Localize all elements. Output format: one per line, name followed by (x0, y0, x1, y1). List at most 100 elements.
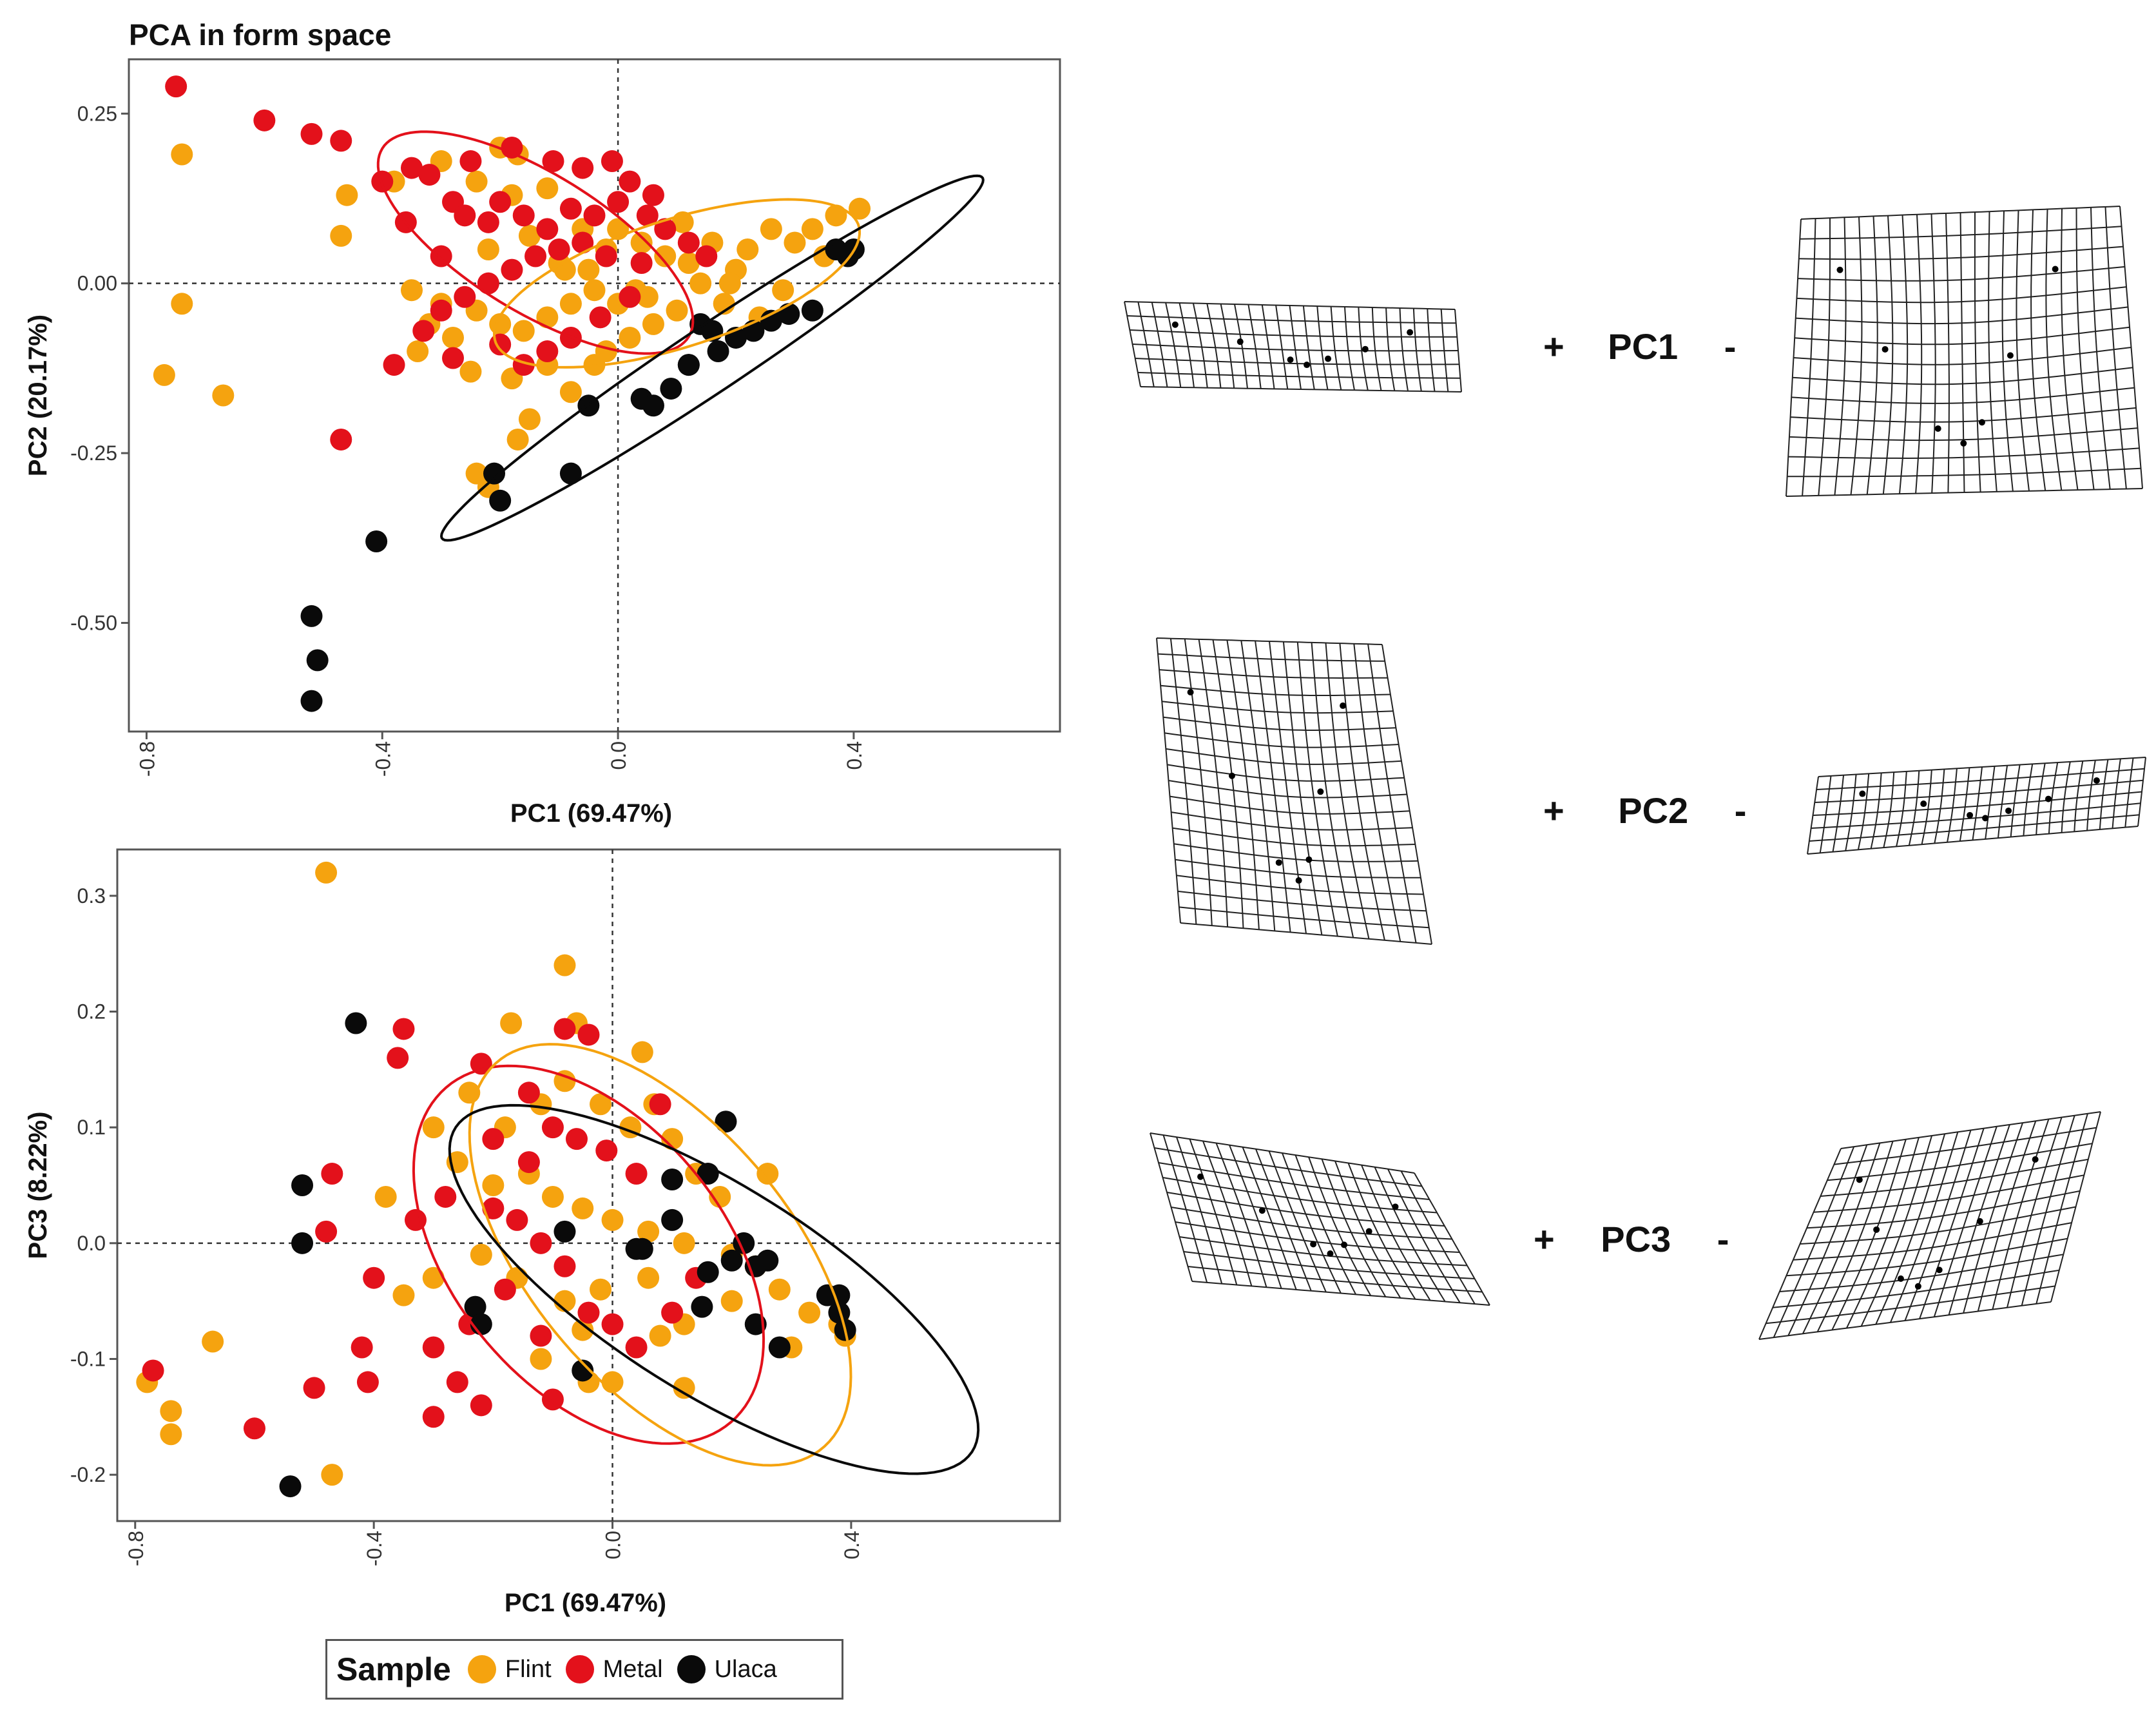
data-point-flint (336, 184, 358, 206)
landmark-point (1295, 877, 1302, 884)
data-point-metal (595, 1140, 618, 1162)
data-point-metal (442, 347, 465, 369)
data-point-flint (530, 1348, 552, 1370)
y-tick-label: -0.25 (70, 441, 117, 465)
pc1-plus-sign: + (1543, 326, 1564, 367)
data-point-flint (768, 1278, 791, 1301)
data-point-ulaca (291, 1232, 314, 1254)
data-point-flint (465, 170, 488, 193)
data-point-metal (642, 184, 664, 206)
data-point-metal (142, 1359, 164, 1382)
data-point-flint (583, 279, 606, 302)
legend-item-ulaca: Ulaca (677, 1655, 777, 1683)
deformation-grid-pc2-minus (1807, 757, 2146, 855)
landmark-point (1873, 1226, 1880, 1233)
data-point-metal (565, 1128, 588, 1150)
data-point-flint (673, 1232, 695, 1254)
landmark-point (1228, 772, 1235, 779)
data-point-flint (518, 408, 541, 431)
pc1-label-group: + PC1 - (1543, 325, 1736, 367)
data-point-metal (165, 75, 188, 98)
pc1-minus-sign: - (1724, 326, 1737, 367)
x-tick-label: 0.4 (840, 1531, 863, 1559)
confidence-ellipse-flint (468, 1043, 852, 1467)
legend: Sample Flint Metal Ulaca (325, 1639, 843, 1700)
data-point-flint (374, 1185, 397, 1208)
data-point-flint (637, 1266, 660, 1289)
data-point-flint (637, 1220, 660, 1243)
data-point-metal (489, 191, 512, 213)
data-point-flint (202, 1330, 224, 1353)
landmark-point (1317, 788, 1324, 795)
data-point-flint (760, 218, 782, 240)
data-point-metal (577, 1023, 600, 1046)
data-point-metal (253, 109, 276, 131)
landmark-point (1978, 419, 1985, 426)
data-point-metal (601, 1313, 624, 1335)
data-point-flint (171, 293, 193, 315)
landmark-point (1305, 856, 1313, 863)
data-point-flint (160, 1400, 182, 1422)
y-tick-label: 0.25 (77, 102, 117, 125)
legend-title: Sample (336, 1651, 451, 1687)
landmark-point (1914, 1283, 1921, 1290)
data-point-metal (482, 1197, 505, 1219)
data-point-metal (400, 157, 423, 179)
landmark-point (1310, 1241, 1317, 1248)
data-point-flint (477, 238, 499, 260)
legend-label-metal: Metal (602, 1655, 663, 1683)
data-point-metal (383, 354, 405, 376)
confidence-ellipse-ulaca (439, 174, 985, 542)
data-point-flint (772, 279, 794, 302)
landmark-point (2032, 1156, 2039, 1163)
landmark-point (1258, 1207, 1266, 1214)
data-point-flint (321, 1464, 343, 1486)
data-point-flint (541, 1185, 564, 1208)
data-point-metal (446, 1371, 468, 1393)
data-point-metal (572, 157, 594, 179)
data-point-flint (595, 340, 617, 363)
pc2-minus-sign: - (1734, 790, 1747, 831)
data-point-flint (171, 143, 193, 166)
data-point-metal (512, 204, 535, 227)
y-tick-label: -0.50 (70, 611, 117, 634)
legend-swatch-ulaca (677, 1655, 706, 1683)
data-point-flint (422, 1116, 445, 1139)
data-point-flint (619, 326, 641, 349)
y-tick-label: 0.3 (77, 884, 106, 907)
data-point-flint (536, 306, 559, 329)
data-point-flint (572, 1197, 594, 1219)
data-point-flint (212, 384, 235, 407)
data-point-ulaca (691, 1295, 713, 1318)
data-point-metal (482, 1128, 505, 1150)
landmark-point (1197, 1173, 1204, 1180)
data-point-flint (673, 1377, 695, 1399)
data-point-metal (601, 150, 623, 173)
data-point-metal (559, 197, 582, 220)
data-point-metal (695, 245, 718, 267)
landmark-point (1327, 1250, 1334, 1257)
data-point-metal (625, 1163, 648, 1185)
landmark-point (1882, 345, 1889, 353)
data-point-flint (153, 364, 175, 386)
data-point-flint (713, 293, 735, 315)
x-tick-label: -0.8 (124, 1531, 148, 1566)
legend-swatch-metal (565, 1655, 594, 1683)
data-point-metal (636, 204, 659, 227)
data-point-metal (330, 130, 352, 152)
data-point-flint (315, 861, 338, 884)
data-point-ulaca (715, 1111, 737, 1133)
landmark-point (2052, 266, 2059, 273)
landmark-point (1362, 345, 1369, 353)
data-point-flint (330, 224, 352, 247)
data-point-flint (756, 1163, 779, 1185)
data-point-flint (400, 279, 423, 302)
plot-border (128, 58, 1061, 733)
data-point-ulaca (306, 649, 329, 672)
data-point-flint (677, 252, 700, 275)
confidence-ellipse-flint (492, 198, 861, 369)
data-point-metal (434, 1185, 457, 1208)
pc3-plus-sign: + (1534, 1219, 1555, 1259)
legend-label-ulaca: Ulaca (714, 1655, 777, 1683)
